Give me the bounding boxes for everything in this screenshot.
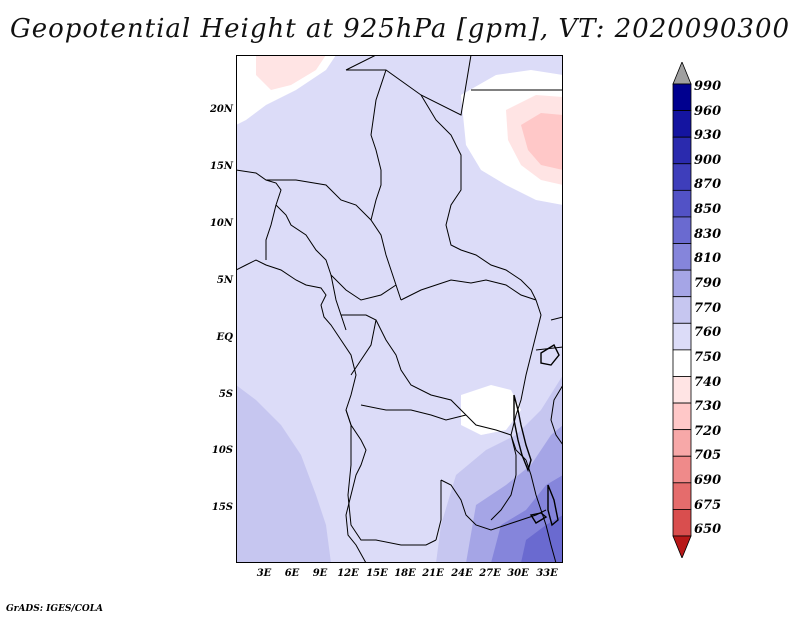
colorbar-swatch <box>672 163 692 191</box>
colorbar-label-705: 705 <box>694 448 722 463</box>
colorbar-bottom-arrow <box>672 535 692 558</box>
colorbar-label-810: 810 <box>694 251 722 266</box>
lat-label-5s: 5S <box>218 389 233 400</box>
lon-label-18e: 18E <box>394 568 416 579</box>
colorbar-swatch <box>672 482 692 510</box>
colorbar-label-930: 930 <box>694 128 722 143</box>
lon-label-21e: 21E <box>422 568 444 579</box>
lat-label-15s: 15S <box>211 502 233 513</box>
colorbar-label-750: 750 <box>694 350 722 365</box>
colorbar-swatch <box>672 455 692 484</box>
lon-label-30e: 30E <box>507 568 529 579</box>
colorbar <box>672 62 692 558</box>
lon-label-12e: 12E <box>337 568 359 579</box>
lat-label-15n: 15N <box>209 161 233 172</box>
colorbar-label-830: 830 <box>694 227 722 242</box>
mid-region-southwest <box>236 385 331 563</box>
grads-credit: GrADS: IGES/COLA <box>6 604 104 614</box>
lat-label-10n: 10N <box>209 218 233 229</box>
colorbar-label-850: 850 <box>694 202 722 217</box>
lon-label-3e: 3E <box>256 568 272 579</box>
colorbar-swatch <box>672 269 692 298</box>
colorbar-swatch <box>672 110 692 138</box>
low-region-central <box>461 385 521 435</box>
colorbar-swatch <box>672 189 692 218</box>
colorbar-swatch <box>672 322 692 351</box>
map-plot <box>236 55 563 563</box>
lon-label-6e: 6E <box>284 568 300 579</box>
colorbar-label-770: 770 <box>694 301 722 316</box>
colorbar-swatch <box>672 509 692 537</box>
colorbar-swatch <box>672 376 692 404</box>
lat-label-eq: EQ <box>216 332 233 343</box>
map-frame <box>236 55 563 563</box>
pink-region-northeast-core <box>521 113 563 170</box>
map-title: Geopotential Height at 925hPa [gpm], VT:… <box>9 14 791 44</box>
colorbar-swatch <box>672 349 692 377</box>
lat-label-10s: 10S <box>211 445 233 456</box>
borders <box>236 55 563 563</box>
colorbar-label-690: 690 <box>694 473 722 488</box>
colorbar-label-730: 730 <box>694 399 722 414</box>
lon-label-24e: 24E <box>451 568 473 579</box>
colorbar-swatch <box>672 216 692 244</box>
lon-label-9e: 9E <box>312 568 328 579</box>
colorbar-swatch <box>672 402 692 431</box>
colorbar-swatch <box>672 296 692 324</box>
colorbar-label-760: 760 <box>694 325 722 340</box>
colorbar-label-900: 900 <box>694 153 722 168</box>
colorbar-label-990: 990 <box>694 79 722 94</box>
lakes <box>513 344 560 527</box>
lon-label-27e: 27E <box>479 568 501 579</box>
colorbar-label-960: 960 <box>694 104 722 119</box>
pink-region-north <box>256 55 326 90</box>
lon-label-15e: 15E <box>366 568 388 579</box>
colorbar-label-790: 790 <box>694 276 722 291</box>
colorbar-swatch <box>672 429 692 457</box>
colorbar-label-720: 720 <box>694 424 722 439</box>
colorbar-top-arrow <box>672 62 692 85</box>
colorbar-swatch <box>672 136 692 165</box>
colorbar-label-675: 675 <box>694 498 722 513</box>
colorbar-swatch <box>672 83 692 111</box>
lat-label-5n: 5N <box>216 275 233 286</box>
colorbar-swatch <box>672 243 692 271</box>
colorbar-label-650: 650 <box>694 522 722 537</box>
lon-label-33e: 33E <box>536 568 558 579</box>
lat-label-20n: 20N <box>209 104 233 115</box>
colorbar-label-740: 740 <box>694 375 722 390</box>
colorbar-label-870: 870 <box>694 177 722 192</box>
